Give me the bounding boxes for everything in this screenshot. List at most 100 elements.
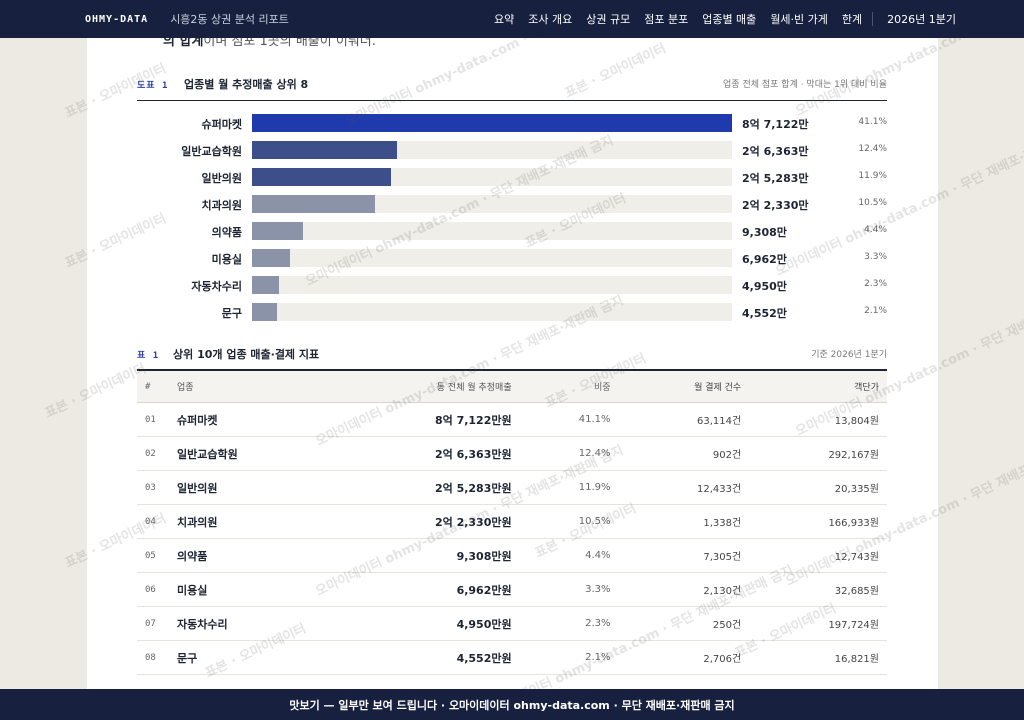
table-row: 05 의약품 9,308만원 4.4% 7,305건 12,743원 xyxy=(137,538,887,573)
cell-name: 의약품 xyxy=(169,538,328,573)
bar-share-label: 4.4% xyxy=(864,225,887,235)
cell-sales: 2억 6,363만원 xyxy=(327,436,520,471)
bar-row: 일반의원 2억 5,283만 11.9% xyxy=(137,166,887,193)
cell-share: 12.4% xyxy=(519,436,619,471)
cell-sales: 8억 7,122만원 xyxy=(327,402,520,437)
cell-share: 2.3% xyxy=(519,606,619,641)
col-rank: # xyxy=(137,371,169,403)
cell-share: 4.4% xyxy=(519,538,619,573)
cell-rank: 07 xyxy=(137,606,169,641)
cell-sales: 9,308만원 xyxy=(327,538,520,573)
bar-share-label: 10.5% xyxy=(858,198,887,208)
cell-rank: 04 xyxy=(137,504,169,539)
cell-sales: 4,950만원 xyxy=(327,606,520,641)
bar-category-label: 의약품 xyxy=(211,226,242,239)
cell-avg: 12,743원 xyxy=(749,538,887,573)
figure-title: 업종별 월 추정매출 상위 8 xyxy=(184,78,309,91)
bar-value-label: 6,962만 xyxy=(742,253,787,266)
bar-chart: 슈퍼마켓 8억 7,122만 41.1% 일반교습학원 2억 6,363만 12.4% 일반… xyxy=(137,112,887,328)
nav-link-market-size[interactable]: 상권 규모 xyxy=(586,13,631,26)
cell-avg: 197,724원 xyxy=(749,606,887,641)
bar-row: 슈퍼마켓 8억 7,122만 41.1% xyxy=(137,112,887,139)
cell-avg: 166,933원 xyxy=(749,504,887,539)
bar-value-label: 9,308만 xyxy=(742,226,787,239)
report-subtitle: 시흥2동 상권 분석 리포트 xyxy=(170,13,289,26)
bar-value-label: 2억 6,363만 xyxy=(742,145,809,158)
bar-value-label: 4,552만 xyxy=(742,307,787,320)
cell-rank: 05 xyxy=(137,538,169,573)
cell-rank: 02 xyxy=(137,436,169,471)
bar xyxy=(252,249,291,267)
nav-link-store-distribution[interactable]: 점포 분포 xyxy=(644,13,689,26)
cell-avg: 20,335원 xyxy=(749,470,887,505)
table-body: 01 슈퍼마켓 8억 7,122만원 41.1% 63,114건 13,804원 02 일반교… xyxy=(137,402,887,675)
sales-table: # 업종 동 전체 월 추정매출 비중 월 결제 건수 객단가 01 슈퍼마켓 8억… xyxy=(137,371,887,675)
bar-track xyxy=(252,303,732,321)
cell-share: 11.9% xyxy=(519,470,619,505)
brand-logo[interactable]: OHMY-DATA xyxy=(85,13,149,25)
top-navigation-bar: OHMY-DATA 시흥2동 상권 분석 리포트 요약 조사 개요 상권 규모 … xyxy=(0,0,1024,38)
bar-track xyxy=(252,195,732,213)
cell-share: 3.3% xyxy=(519,572,619,607)
bar-track xyxy=(252,114,732,132)
bar xyxy=(252,276,280,294)
bar-row: 치과의원 2억 2,330만 10.5% xyxy=(137,193,887,220)
cell-share: 2.1% xyxy=(519,640,619,675)
bar-share-label: 2.1% xyxy=(864,306,887,316)
cell-name: 문구 xyxy=(169,640,328,675)
cell-name: 일반교습학원 xyxy=(169,436,328,471)
nav-link-limits[interactable]: 한계 xyxy=(841,13,863,26)
cell-sales: 2억 2,330만원 xyxy=(327,504,520,539)
cell-share: 41.1% xyxy=(519,402,619,437)
table-header: 표 1 상위 10개 업종 매출·결제 지표 기준 2026년 1분기 xyxy=(137,343,887,371)
cell-rank: 01 xyxy=(137,402,169,437)
nav-date: 2026년 1분기 xyxy=(887,13,957,26)
bar-category-label: 문구 xyxy=(221,307,242,320)
cell-avg: 13,804원 xyxy=(749,402,887,437)
nav-link-summary[interactable]: 요약 xyxy=(494,13,515,26)
bar-category-label: 슈퍼마켓 xyxy=(201,118,242,131)
bar-track xyxy=(252,141,732,159)
table-row: 04 치과의원 2억 2,330만원 10.5% 1,338건 166,933원 xyxy=(137,504,887,539)
table-row: 07 자동차수리 4,950만원 2.3% 250건 197,724원 xyxy=(137,606,887,641)
cell-name: 미용실 xyxy=(169,572,328,607)
table-tag: 표 1 xyxy=(137,351,160,361)
bar-category-label: 미용실 xyxy=(211,253,242,266)
bar-category-label: 일반의원 xyxy=(201,172,242,185)
cell-avg: 32,685원 xyxy=(749,572,887,607)
nav-link-sales-by-industry[interactable]: 업종별 매출 xyxy=(702,13,757,26)
cell-name: 치과의원 xyxy=(169,504,328,539)
nav-link-overview[interactable]: 조사 개요 xyxy=(528,13,573,26)
cell-name: 슈퍼마켓 xyxy=(169,402,328,437)
bar-track xyxy=(252,168,732,186)
cell-count: 63,114건 xyxy=(618,402,750,437)
cell-count: 2,130건 xyxy=(618,572,750,607)
col-sales: 동 전체 월 추정매출 xyxy=(327,371,520,403)
bar-row: 문구 4,552만 2.1% xyxy=(137,301,887,328)
cell-count: 250건 xyxy=(618,606,750,641)
cell-sales: 2억 5,283만원 xyxy=(327,470,520,505)
figure-header: 도표 1 업종별 월 추정매출 상위 8 업종 전체 점포 합계 · 막대는 1… xyxy=(137,76,887,101)
cell-sales: 6,962만원 xyxy=(327,572,520,607)
bar-row: 미용실 6,962만 3.3% xyxy=(137,247,887,274)
bar xyxy=(252,222,304,240)
table-row: 01 슈퍼마켓 8억 7,122만원 41.1% 63,114건 13,804원 xyxy=(137,402,887,437)
cell-count: 2,706건 xyxy=(618,640,750,675)
col-industry: 업종 xyxy=(169,371,328,403)
footer-text: 맛보기 — 일부만 보여 드립니다 · 오마이데이터 ohmy-data.com… xyxy=(289,698,735,712)
bar-row: 일반교습학원 2억 6,363만 12.4% xyxy=(137,139,887,166)
bar-row: 의약품 9,308만 4.4% xyxy=(137,220,887,247)
cell-sales: 4,552만원 xyxy=(327,640,520,675)
nav-link-rent-vacancy[interactable]: 월세·빈 가게 xyxy=(770,13,828,26)
bar-track xyxy=(252,222,732,240)
table-row: 02 일반교습학원 2억 6,363만원 12.4% 902건 292,167원 xyxy=(137,436,887,471)
table-title: 상위 10개 업종 매출·결제 지표 xyxy=(173,348,320,361)
intro-rest: 이며 점포 1곳의 배출이 이뤄더. xyxy=(203,38,376,49)
col-count: 월 결제 건수 xyxy=(618,371,750,403)
bar xyxy=(252,303,278,321)
cell-name: 자동차수리 xyxy=(169,606,328,641)
bar-share-label: 41.1% xyxy=(858,117,887,127)
figure-tag: 도표 1 xyxy=(137,81,169,91)
bar-share-label: 3.3% xyxy=(864,252,887,262)
bar-track xyxy=(252,249,732,267)
